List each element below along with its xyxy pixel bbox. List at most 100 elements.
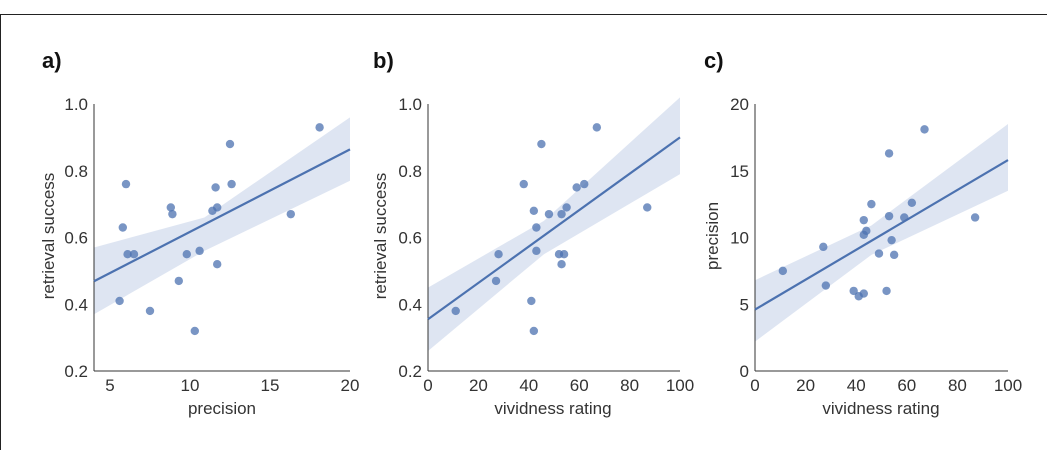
panel-c-data-point xyxy=(884,149,894,158)
panel-a-x-tick-label: 5 xyxy=(105,376,114,395)
panel-a-data-point xyxy=(286,209,295,219)
panel-a-letter: a) xyxy=(42,48,62,73)
panel-a-data-point xyxy=(213,203,222,212)
panel-a-xlabel: precision xyxy=(188,399,256,418)
panel-b-data-point xyxy=(537,139,546,149)
panel-c-ylabel: precision xyxy=(703,202,722,270)
panel-a-data-point xyxy=(168,209,177,219)
panel-b-y-tick-label: 1.0 xyxy=(398,95,422,114)
panel-b-y-tick-label: 0.8 xyxy=(398,162,422,181)
panel-a-data-point xyxy=(174,276,183,286)
panel-a-x-tick-label: 10 xyxy=(181,376,200,395)
panel-b-data-point xyxy=(580,179,589,189)
panel-b-data-point xyxy=(527,296,536,306)
panel-a-regression-line xyxy=(93,148,351,283)
figure-frame-top xyxy=(0,14,1047,15)
panel-b-xlabel: vividness rating xyxy=(494,399,611,418)
panel-c-data-point xyxy=(849,286,858,296)
panel-b-data-point xyxy=(559,249,569,259)
panel-a-data-point xyxy=(227,179,236,189)
panel-c-data-point xyxy=(859,215,868,225)
figure-frame-left xyxy=(0,14,1,450)
panel-a-data-point xyxy=(129,249,139,259)
panel-b-x-tick-label: 0 xyxy=(423,376,432,395)
panel-c-data-point xyxy=(889,250,899,260)
panel-b-x-tick-label: 100 xyxy=(666,376,694,395)
panel-b-y-tick-label: 0.2 xyxy=(398,362,422,381)
panel-a-y-tick-label: 0.2 xyxy=(64,362,88,381)
panel-c-x-tick-label: 0 xyxy=(750,376,759,395)
panel-b-x-tick-label: 20 xyxy=(469,376,488,395)
panel-b-data-point xyxy=(557,260,566,269)
panel-b-y-tick-label: 0.4 xyxy=(398,295,422,314)
panel-a-data-point xyxy=(145,306,155,316)
panel-c-data-point xyxy=(821,281,831,290)
panel-a-data-point xyxy=(123,249,132,259)
panel-c-data-point xyxy=(970,213,980,222)
panel-a-data-point xyxy=(121,179,131,189)
panel-c-x-tick-label: 80 xyxy=(948,376,967,395)
panel-c-y-tick-label: 20 xyxy=(730,95,749,114)
panel-a-y-tick-label: 0.8 xyxy=(64,162,88,181)
panel-c-data-point xyxy=(900,213,909,222)
panel-a-y-tick-label: 0.6 xyxy=(64,229,88,248)
panel-b-data-point xyxy=(491,276,501,286)
panel-c-data-point xyxy=(859,289,868,298)
panel-b-data-point xyxy=(562,203,571,212)
panel-a-data-point xyxy=(315,123,324,132)
panel-b-data-point xyxy=(544,209,554,219)
panel-c-y-tick-label: 10 xyxy=(730,229,749,248)
panel-c-regression-line xyxy=(754,159,1009,311)
panel-b-data-point xyxy=(519,179,528,189)
panel-a-data-point xyxy=(225,139,235,149)
panel-a-data-point xyxy=(213,260,222,269)
panel-a-x-tick-label: 20 xyxy=(341,376,360,395)
panel-c-data-point xyxy=(882,286,891,296)
panel-b-x-tick-label: 80 xyxy=(620,376,639,395)
panel-c-letter: c) xyxy=(704,48,724,73)
panel-a-data-point xyxy=(115,296,124,306)
panel-b-data-point xyxy=(529,326,539,336)
panel-a-data-point xyxy=(195,246,204,256)
panel-c-x-tick-label: 60 xyxy=(897,376,916,395)
panel-a-ylabel: retrieval success xyxy=(39,173,58,300)
panel-c-xlabel: vividness rating xyxy=(822,399,939,418)
panel-c-confidence-band xyxy=(755,124,1008,342)
panel-a-x-tick-label: 15 xyxy=(261,376,280,395)
panel-b-y-tick-label: 0.6 xyxy=(398,229,422,248)
panel-b-data-point xyxy=(557,209,566,219)
panel-c-data-point xyxy=(819,242,828,252)
panel-c-data-point xyxy=(907,198,917,207)
panel-c-x-tick-label: 20 xyxy=(796,376,815,395)
panel-a-data-point xyxy=(190,326,199,336)
panel-b-data-point xyxy=(532,246,541,256)
panel-c: c) vividness rating precision 0 20 40 60 80 1… xyxy=(703,48,1022,418)
panel-c-y-tick-label: 5 xyxy=(740,295,749,314)
panel-c-data-point xyxy=(862,226,871,236)
panel-a: a) precision retrieval success 5 10 15 20 0.… xyxy=(39,48,359,418)
panel-c-y-tick-label: 15 xyxy=(730,162,749,181)
panel-b-data-point xyxy=(494,249,503,259)
panel-a-data-point xyxy=(166,203,175,212)
panel-b-x-tick-label: 60 xyxy=(570,376,589,395)
panel-a-data-point xyxy=(182,249,191,259)
panel-a-y-tick-label: 1.0 xyxy=(64,95,88,114)
panel-a-data-point xyxy=(211,183,220,192)
panel-b: b) vividness rating retrieval success 0 2… xyxy=(371,48,694,418)
panel-b-x-tick-label: 40 xyxy=(519,376,538,395)
panel-c-data-point xyxy=(884,211,894,221)
panel-b-data-point xyxy=(451,306,460,316)
panel-c-y-tick-label: 0 xyxy=(740,362,749,381)
panel-b-data-point xyxy=(529,206,539,215)
panel-b-data-point xyxy=(532,223,541,232)
panel-b-ylabel: retrieval success xyxy=(371,173,390,300)
panel-b-regression-line xyxy=(427,136,681,321)
panel-c-data-point xyxy=(920,125,929,134)
panel-c-data-point xyxy=(874,249,884,258)
panel-b-data-point xyxy=(592,123,602,132)
panel-a-y-tick-label: 0.4 xyxy=(64,295,88,314)
panel-b-confidence-band xyxy=(428,97,680,351)
panel-a-data-point xyxy=(118,223,128,232)
panel-c-x-tick-label: 100 xyxy=(994,376,1022,395)
